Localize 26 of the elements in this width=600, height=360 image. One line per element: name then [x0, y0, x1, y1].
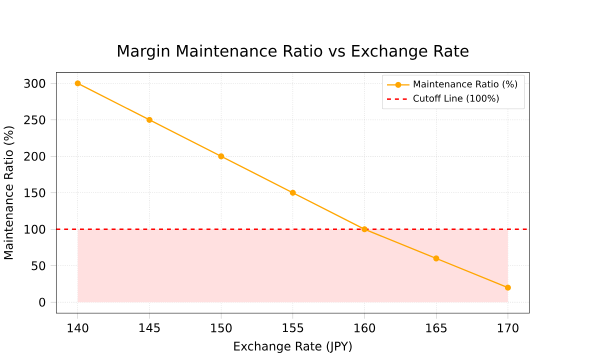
x-tick-label: 165: [426, 323, 447, 332]
point: [218, 153, 224, 160]
point: [504, 284, 511, 291]
y-axis-title: Maintenance Ratio (%): [4, 126, 14, 260]
x-tick-label: 145: [139, 323, 160, 332]
y-tick-label: 250: [24, 115, 46, 124]
chart-title: Margin Maintenance Ratio vs Exchange Rate: [118, 44, 468, 60]
legend-label: Maintenance Ratio (%): [414, 80, 518, 89]
x-tick-label: 160: [354, 323, 376, 332]
x-tick-label: 140: [68, 323, 88, 332]
y-tick-label: 200: [24, 152, 46, 161]
x-tick-label: 150: [211, 323, 232, 332]
x-tick-label: 170: [498, 323, 518, 332]
y-tick-label: 0: [39, 298, 46, 307]
legend-label: Cutoff Line (100%): [413, 94, 499, 103]
point: [146, 116, 152, 123]
y-tick-label: 100: [24, 224, 46, 234]
y-tick-label: 50: [32, 261, 46, 270]
point: [433, 255, 440, 262]
x-tick-label: 155: [282, 323, 304, 332]
y-tick-label: 150: [24, 188, 46, 198]
point: [362, 226, 368, 232]
point: [74, 80, 81, 86]
point: [290, 190, 296, 196]
y-tick-label: 300: [24, 78, 46, 88]
x-axis-title: Exchange Rate (JPY): [234, 341, 352, 353]
